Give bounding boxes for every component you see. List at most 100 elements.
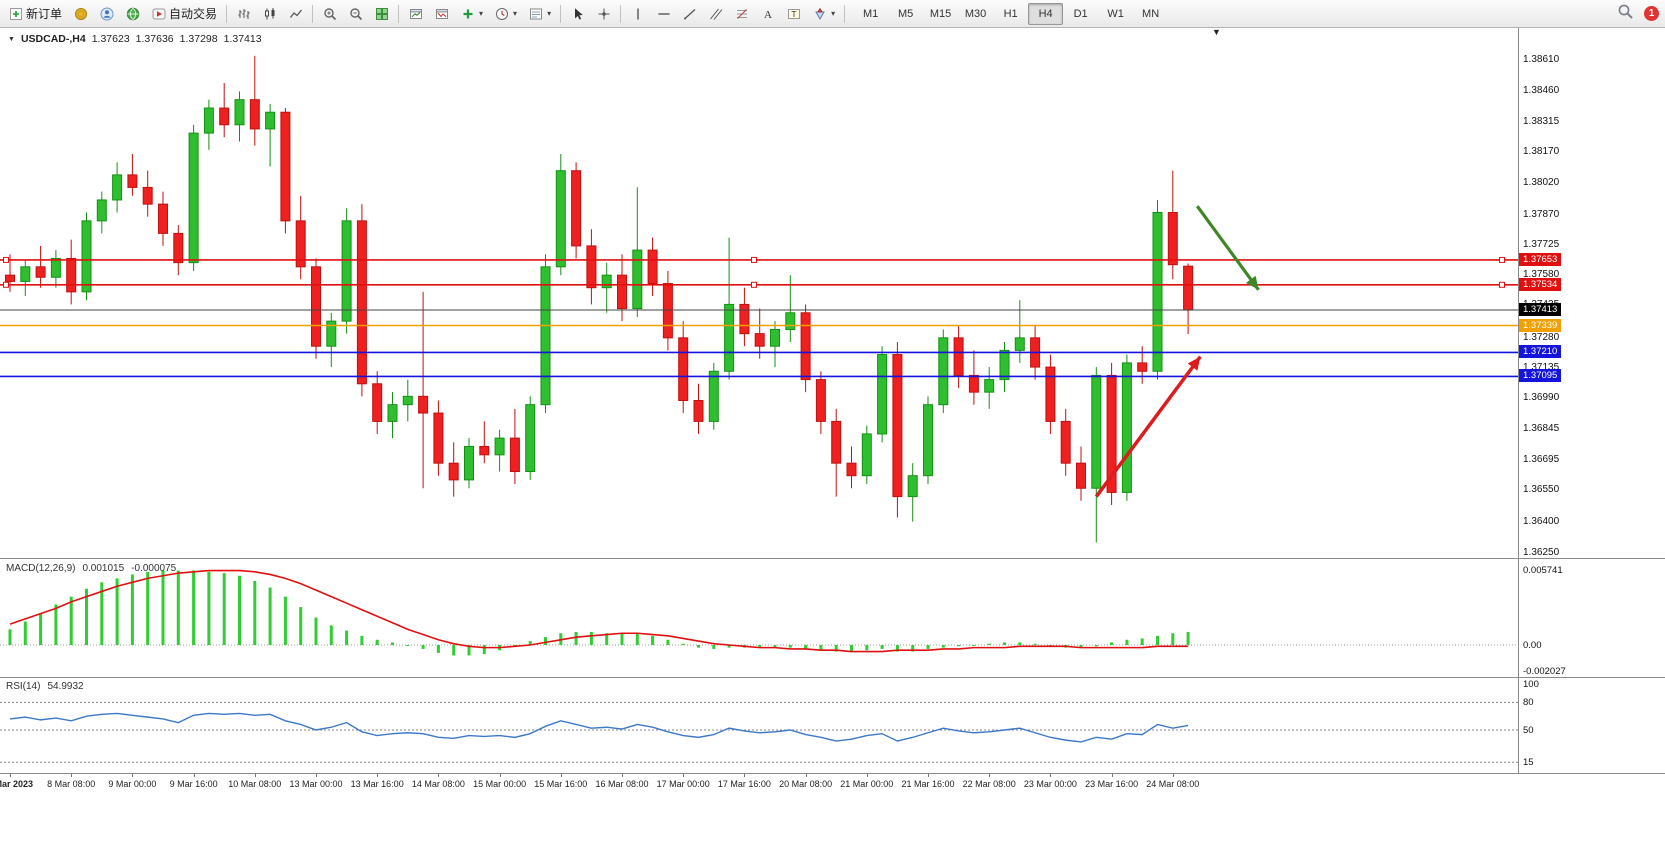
time-label: 17 Mar 16:00 [717, 779, 771, 789]
time-label: 9 Mar 00:00 [108, 779, 157, 789]
price-tag: 1.37339 [1519, 318, 1562, 332]
red-up-arrow[interactable] [1094, 355, 1202, 498]
time-tick [744, 774, 746, 777]
community-button[interactable] [120, 2, 145, 26]
text-button[interactable]: A [755, 2, 780, 26]
time-tick [193, 774, 195, 777]
price-chart-canvas[interactable] [0, 28, 1518, 558]
macd-signal-line [9, 569, 1189, 653]
new-order-button[interactable]: 新订单 [3, 2, 67, 26]
toolbar-separator [620, 4, 622, 23]
dropdown-caret-icon: ▾ [479, 9, 484, 18]
time-tick [1172, 774, 1174, 777]
channel-button[interactable] [703, 2, 728, 26]
time-label: 24 Mar 08:00 [1146, 779, 1200, 789]
price-tick: 1.36695 [1523, 454, 1560, 466]
rsi-panel[interactable] [0, 679, 1518, 773]
line-chart-button[interactable] [283, 2, 308, 26]
timeframe-m1[interactable]: M1 [862, 7, 879, 20]
horizontal-line[interactable] [0, 256, 1518, 263]
notification-badge[interactable]: 1 [1644, 6, 1659, 21]
trendline-button[interactable] [677, 2, 702, 26]
toolbar-separator [844, 4, 846, 23]
panel-divider[interactable] [0, 677, 1665, 678]
time-label: 22 Mar 08:00 [962, 779, 1016, 789]
coin-icon [73, 6, 88, 21]
fibonacci-icon [734, 6, 749, 21]
price-tag: 1.37210 [1519, 345, 1562, 359]
zoom-in-button[interactable] [317, 2, 342, 26]
chart-window2-icon [434, 6, 449, 21]
rsi-axis-tick: 80 [1523, 697, 1534, 709]
toolbar-right: 1 [1617, 0, 1659, 27]
line-chart-icon [288, 6, 303, 21]
time-tick [10, 774, 11, 777]
timeframe-m30[interactable]: M30 [964, 7, 987, 20]
time-label: 23 Mar 16:00 [1085, 779, 1139, 789]
candle-chart-icon [262, 6, 277, 21]
macd-axis-tick: 0.00 [1523, 640, 1542, 651]
candle-chart-button[interactable] [257, 2, 282, 26]
macd-panel[interactable] [0, 560, 1518, 677]
add-indicator-icon [460, 6, 475, 21]
timeframe-m15[interactable]: M15 [929, 7, 952, 20]
toolbar-separator [398, 4, 400, 23]
bid-price-tag: 1.37413 [1519, 303, 1562, 317]
time-tick [377, 774, 379, 777]
time-tick [928, 774, 929, 777]
shapes-button[interactable]: ▾ [807, 2, 840, 26]
time-label: 13 Mar 00:00 [289, 779, 343, 789]
price-tick: 1.38315 [1523, 115, 1560, 127]
chart-shift-marker-icon[interactable]: ▼ [1212, 27, 1221, 37]
text-label-button[interactable]: T [781, 2, 806, 26]
price-tag: 1.37095 [1519, 369, 1562, 383]
new-chart-button[interactable] [403, 2, 428, 26]
timeframe-h4[interactable]: H4 [1028, 2, 1064, 25]
market-watch-button[interactable] [68, 2, 93, 26]
timeframe-mn[interactable]: MN [1142, 7, 1160, 20]
crosshair-button[interactable] [591, 2, 616, 26]
price-axis[interactable]: 1.38610 1.38460 1.38315 1.38170 1.38020 1.378… [1518, 28, 1665, 774]
collapse-chart-icon[interactable]: ▼ [8, 35, 15, 43]
fibonacci-button[interactable] [729, 2, 754, 26]
candles [5, 55, 1194, 543]
green-down-arrow[interactable] [1195, 205, 1260, 291]
time-axis[interactable]: 7 Mar 2023 8 Mar 08:00 9 Mar 00:00 9 Mar 16… [0, 774, 1518, 798]
channel-icon [708, 6, 723, 21]
time-label: 21 Mar 00:00 [840, 779, 894, 789]
periods-button[interactable]: ▾ [489, 2, 522, 26]
search-icon[interactable] [1617, 3, 1634, 25]
time-label: 23 Mar 00:00 [1023, 779, 1077, 789]
chart-profile-button[interactable] [429, 2, 454, 26]
vertical-line-button[interactable] [625, 2, 650, 26]
timeframe-m5[interactable]: M5 [897, 7, 914, 20]
panel-divider[interactable] [0, 558, 1665, 559]
zoom-out-button[interactable] [343, 2, 368, 26]
time-label: 9 Mar 16:00 [169, 779, 218, 789]
axis-border [1518, 28, 1519, 774]
autotrading-button[interactable]: 自动交易 [146, 2, 222, 26]
dropdown-caret-icon: ▾ [547, 9, 552, 18]
tile-windows-button[interactable] [369, 2, 394, 26]
cursor-button[interactable] [565, 2, 590, 26]
time-label: 10 Mar 08:00 [228, 779, 282, 789]
indicators-button[interactable]: ▾ [455, 2, 488, 26]
macd-histogram [8, 570, 1190, 656]
bar-chart-button[interactable] [231, 2, 256, 26]
trendline-icon [682, 6, 697, 21]
low-value: 1.37298 [179, 33, 218, 45]
horizontal-line[interactable] [0, 281, 1518, 288]
timeframe-d1[interactable]: D1 [1073, 7, 1088, 20]
templates-button[interactable]: ▾ [523, 2, 556, 26]
time-label: 17 Mar 00:00 [656, 779, 710, 789]
price-tag: 1.37653 [1519, 252, 1562, 266]
rsi-value: 54.9932 [47, 681, 84, 692]
price-tick: 1.38610 [1523, 54, 1560, 65]
macd-main-value: 0.001015 [82, 563, 125, 574]
profile-button[interactable] [94, 2, 119, 26]
timeframe-w1[interactable]: W1 [1107, 7, 1124, 20]
chart-window-icon [408, 6, 423, 21]
svg-text:A: A [764, 9, 772, 21]
timeframe-h1[interactable]: H1 [1003, 7, 1018, 20]
horizontal-line-button[interactable] [651, 2, 676, 26]
